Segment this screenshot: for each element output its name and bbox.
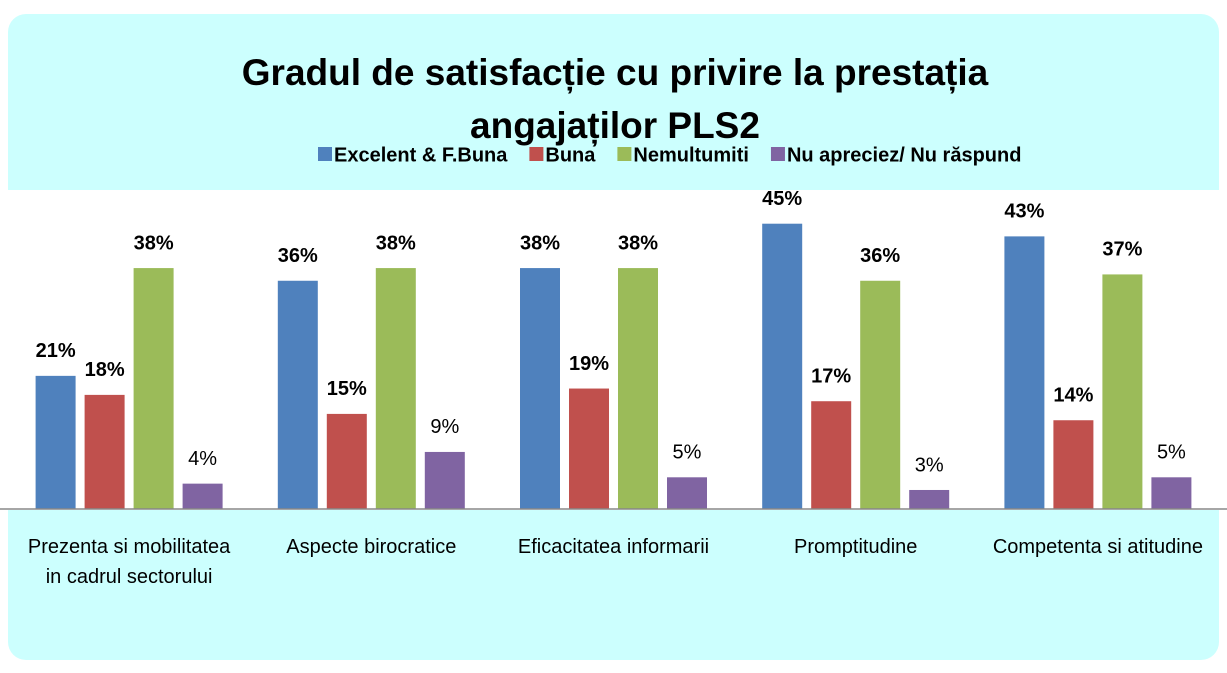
legend-label: Buna	[545, 144, 596, 166]
data-label: 37%	[1102, 239, 1142, 261]
bar	[326, 413, 367, 509]
bar	[569, 388, 609, 509]
data-label: 38%	[376, 232, 416, 254]
legend-swatch	[770, 147, 785, 161]
x-tick-label: Promptitudine	[793, 536, 918, 558]
bar	[1151, 477, 1192, 509]
bar	[84, 394, 125, 509]
data-label: 4%	[188, 448, 217, 470]
bar	[182, 483, 223, 509]
legend-swatch	[318, 147, 332, 161]
bar	[909, 489, 950, 509]
bar	[667, 477, 707, 509]
x-tick-label: Prezenta si mobilitatea in cadrul sector…	[27, 536, 231, 588]
legend-label: Nemultumiti	[633, 144, 749, 166]
data-label: 15%	[327, 378, 367, 400]
legend-swatch	[529, 147, 544, 161]
x-tick-label: Aspecte birocratice	[286, 536, 457, 558]
data-label: 18%	[85, 359, 125, 381]
x-tick-label: Eficacitatea informarii	[517, 536, 710, 558]
chart-title: Gradul de satisfacție cu privire la pres…	[242, 52, 989, 147]
legend-label: Excelent & F.Buna	[334, 144, 508, 166]
data-label: 3%	[915, 454, 944, 476]
data-label: 14%	[1053, 385, 1093, 407]
legend-swatch	[617, 147, 632, 161]
legend-label: Nu apreciez/ Nu răspund	[787, 144, 1022, 166]
bar	[1053, 420, 1094, 509]
bar	[424, 451, 465, 509]
data-label: 36%	[278, 245, 318, 267]
data-label: 5%	[673, 442, 702, 464]
x-tick-label: Competenta si atitudine	[992, 536, 1203, 558]
bar	[277, 280, 318, 509]
bar	[762, 223, 803, 509]
data-label: 17%	[811, 366, 851, 388]
data-label: 38%	[134, 232, 174, 254]
bar	[811, 401, 852, 509]
data-label: 43%	[1004, 201, 1044, 223]
bar	[35, 375, 76, 509]
data-label: 19%	[569, 353, 609, 375]
bar	[618, 268, 658, 509]
data-label: 21%	[36, 340, 76, 362]
bar	[133, 268, 174, 509]
data-label: 38%	[520, 232, 560, 254]
bar	[1004, 236, 1045, 509]
bar	[1102, 274, 1143, 509]
data-label: 9%	[430, 416, 459, 438]
data-label: 36%	[860, 245, 900, 267]
bar	[860, 280, 901, 509]
bar	[520, 268, 560, 509]
data-label: 45%	[762, 188, 802, 210]
bar	[375, 268, 416, 509]
data-label: 38%	[618, 232, 658, 254]
data-label: 5%	[1157, 442, 1186, 464]
